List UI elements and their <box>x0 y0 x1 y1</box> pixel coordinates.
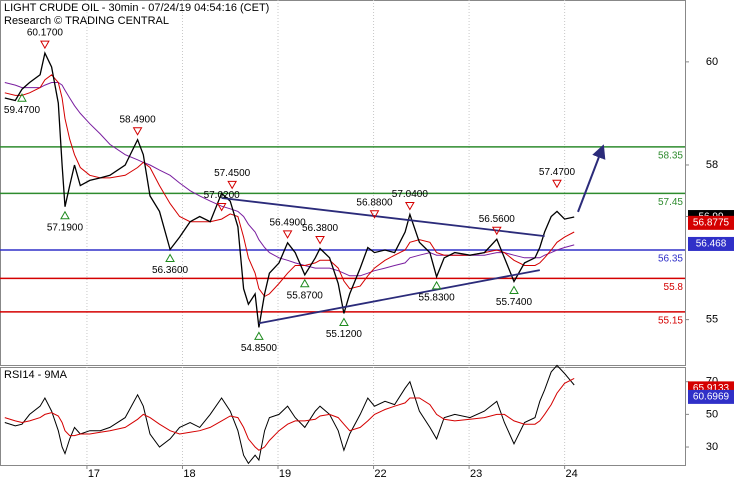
price-line <box>4 51 575 328</box>
low-marker <box>17 93 27 102</box>
rsi-panel <box>0 367 686 466</box>
value-box-label: 65.9133 <box>693 383 730 394</box>
high-marker <box>227 180 238 190</box>
low-label: 55.8700 <box>287 290 324 301</box>
x-tick-label: 18 <box>183 468 195 480</box>
high-marker <box>132 127 143 136</box>
high-label: 56.3800 <box>302 223 339 234</box>
low-label: 56.3600 <box>152 265 189 276</box>
level-label: 55.8 <box>664 282 684 293</box>
x-tick-label: 24 <box>565 468 577 480</box>
high-marker <box>552 179 562 189</box>
low-label: 57.1900 <box>47 222 84 233</box>
low-marker <box>165 253 175 263</box>
low-marker <box>60 210 70 220</box>
low-marker <box>431 280 442 290</box>
low-label: 59.4700 <box>4 105 41 116</box>
high-label: 57.0400 <box>392 189 429 200</box>
value-box-label: 56.8775 <box>693 217 730 228</box>
low-label: 55.8300 <box>419 292 456 303</box>
low-marker <box>254 331 264 340</box>
rsi-title: RSI14 - 9MA <box>4 369 68 381</box>
high-label: 57.0200 <box>204 190 241 201</box>
high-marker <box>491 226 502 236</box>
rsi-line <box>4 364 575 465</box>
level-label: 55.15 <box>658 316 683 327</box>
chart-title: LIGHT CRUDE OIL - 30min - 07/24/19 04:54… <box>4 2 269 14</box>
high-label: 56.8800 <box>356 197 393 208</box>
high-marker <box>369 210 380 219</box>
x-tick-label: 23 <box>470 468 482 480</box>
low-marker <box>339 317 349 326</box>
level-label: 57.45 <box>658 197 683 208</box>
low-marker <box>299 278 310 288</box>
y-tick-label: 58 <box>706 159 718 171</box>
high-label: 57.4500 <box>214 168 251 179</box>
high-label: 57.4700 <box>539 167 576 178</box>
x-tick-label: 22 <box>374 468 386 480</box>
forecast-arrow <box>577 144 606 213</box>
rsi-line <box>4 377 575 451</box>
high-label: 58.4900 <box>119 114 156 125</box>
y-tick-label: 55 <box>706 314 718 326</box>
level-label: 58.35 <box>658 151 683 162</box>
y-tick-label: 30 <box>706 441 718 453</box>
y-tick-label: 50 <box>706 408 718 420</box>
low-label: 54.8500 <box>241 343 278 354</box>
trendline <box>221 197 545 237</box>
high-marker <box>40 40 50 50</box>
y-tick-label: 60 <box>706 56 718 68</box>
x-tick-label: 19 <box>279 468 291 480</box>
low-label: 55.1200 <box>326 329 363 340</box>
value-box <box>688 215 734 230</box>
trendline <box>258 269 540 325</box>
x-tick-label: 17 <box>88 468 100 480</box>
value-box <box>688 389 734 404</box>
value-box-label: 56.468 <box>696 239 727 250</box>
high-label: 60.1700 <box>27 28 64 39</box>
low-label: 55.7400 <box>496 297 533 308</box>
high-label: 56.4900 <box>269 217 306 228</box>
price-panel <box>0 0 686 366</box>
value-box <box>688 236 734 251</box>
price-line <box>4 82 575 277</box>
high-marker <box>282 230 293 239</box>
high-marker <box>404 201 415 211</box>
high-marker <box>216 202 227 212</box>
high-marker <box>315 235 325 245</box>
level-label: 56.35 <box>658 254 683 265</box>
low-marker <box>509 285 519 294</box>
value-box-label: 60.6969 <box>693 392 730 403</box>
chart-subtitle: Research © TRADING CENTRAL <box>4 15 169 27</box>
high-label: 56.5600 <box>479 214 516 225</box>
